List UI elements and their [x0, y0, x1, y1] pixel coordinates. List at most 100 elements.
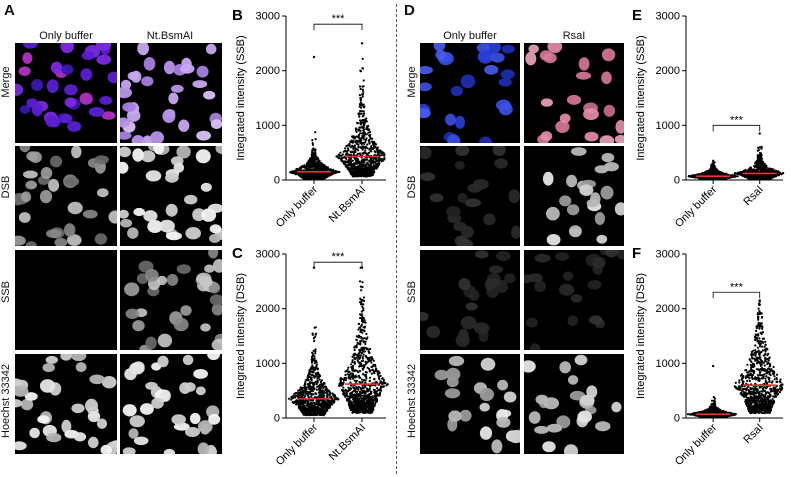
nucleus: [159, 219, 175, 233]
data-point: [365, 399, 368, 402]
data-point: [370, 361, 373, 364]
data-point: [352, 364, 355, 368]
nucleus: [600, 185, 614, 200]
nucleus: [540, 131, 553, 142]
data-point: [309, 381, 312, 384]
data-point: [373, 140, 376, 144]
data-point: [355, 344, 358, 347]
data-point: [307, 400, 310, 403]
data-point: [375, 390, 378, 393]
data-point: [346, 160, 349, 163]
data-point: [299, 166, 302, 169]
data-point: [316, 156, 319, 159]
data-point: [324, 410, 327, 413]
data-point: [355, 375, 358, 378]
nucleus: [145, 269, 159, 282]
data-point: [363, 325, 366, 328]
data-point: [299, 386, 302, 389]
nucleus: [180, 305, 192, 316]
data-point: [361, 391, 365, 394]
data-point: [379, 386, 383, 389]
data-point: [315, 363, 318, 366]
data-point: [704, 178, 707, 181]
data-point: [362, 296, 366, 299]
data-point: [310, 158, 313, 161]
data-point: [317, 395, 320, 398]
nucleus: [107, 71, 117, 84]
nucleus: [524, 274, 534, 284]
nucleus: [129, 415, 145, 428]
data-point: [364, 138, 367, 142]
data-point: [362, 103, 365, 106]
nucleus: [601, 152, 615, 163]
data-point: [363, 133, 366, 136]
data-point: [359, 129, 362, 132]
row-label-a-merge: Merge: [0, 66, 12, 98]
nucleus: [18, 212, 31, 223]
data-point: [357, 146, 360, 149]
data-point: [320, 379, 323, 382]
data-point: [352, 153, 355, 156]
data-point: [323, 165, 327, 168]
nucleus: [108, 210, 117, 224]
y-tick-label: 1000: [256, 358, 280, 370]
nucleus: [210, 119, 222, 130]
data-point: [314, 164, 317, 167]
nucleus: [64, 223, 76, 237]
data-point: [316, 367, 319, 370]
data-point: [380, 380, 383, 383]
data-point: [350, 372, 353, 375]
y-axis-label: Integrated intensity (SSB): [235, 35, 247, 160]
data-point: [352, 162, 356, 165]
significance-label: ***: [730, 114, 744, 126]
nucleus: [578, 57, 590, 71]
data-point: [364, 360, 367, 363]
data-point: [368, 379, 371, 382]
x-tick-label: Nt.BsmAI: [327, 422, 368, 463]
data-point: [363, 138, 366, 141]
data-point: [357, 404, 360, 408]
data-point: [372, 160, 375, 164]
data-point: [364, 386, 367, 389]
data-point: [363, 121, 366, 124]
nucleus: [197, 442, 210, 454]
data-point: [361, 158, 364, 161]
nucleus: [140, 150, 156, 163]
data-point: [352, 151, 356, 154]
data-point: [349, 391, 352, 394]
nucleus: [71, 403, 85, 414]
data-point: [310, 357, 314, 360]
data-point: [358, 336, 361, 339]
data-point-max: [360, 42, 364, 45]
data-point: [363, 394, 366, 397]
data-point: [363, 124, 366, 127]
panel-divider: [396, 4, 397, 474]
data-point: [329, 392, 332, 395]
data-point: [350, 396, 353, 399]
nucleus: [23, 170, 38, 179]
data-point: [318, 373, 321, 376]
data-point: [304, 395, 307, 398]
data-point: [365, 128, 368, 131]
data-point: [351, 367, 355, 370]
data-point: [292, 170, 295, 173]
data-point: [297, 389, 300, 392]
nucleus: [88, 436, 99, 449]
data-point: [311, 351, 314, 354]
y-tick-label: 2000: [256, 65, 280, 77]
data-point: [312, 399, 315, 402]
nucleus: [19, 105, 31, 114]
nucleus: [420, 146, 432, 160]
data-point: [365, 411, 368, 414]
micrograph-d-hoechst-buffer: [420, 354, 520, 454]
nucleus: [497, 379, 509, 391]
nucleus: [208, 413, 221, 425]
data-point: [363, 112, 366, 115]
nucleus: [132, 320, 145, 332]
data-point: [373, 377, 376, 380]
data-point: [362, 127, 365, 130]
nucleus: [473, 322, 490, 335]
data-point: [307, 396, 310, 399]
data-point: [339, 379, 342, 382]
data-point: [363, 319, 366, 322]
